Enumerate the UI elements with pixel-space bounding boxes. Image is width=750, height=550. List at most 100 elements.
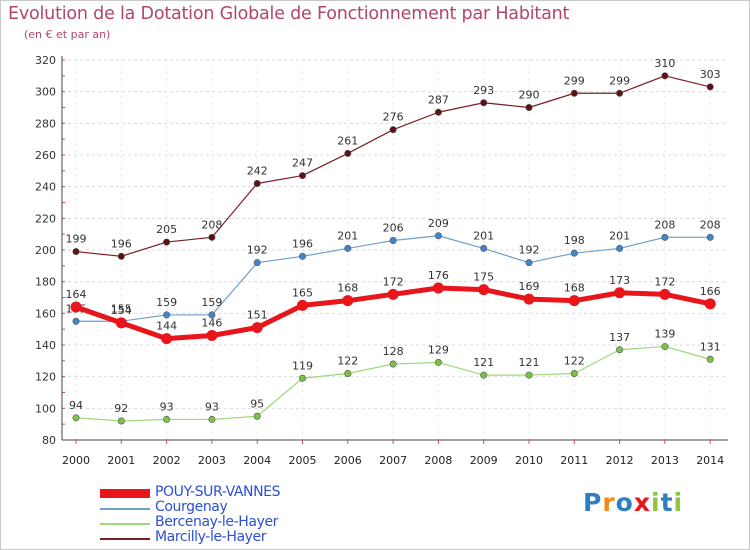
data-label: 159 <box>201 296 222 309</box>
data-label: 128 <box>383 345 404 358</box>
data-point <box>525 259 533 267</box>
data-point <box>208 415 216 423</box>
data-label: 208 <box>700 218 721 231</box>
data-point <box>704 298 716 310</box>
data-point <box>163 311 171 319</box>
data-label: 165 <box>292 286 313 299</box>
data-label: 164 <box>66 288 87 301</box>
data-label: 199 <box>66 233 87 246</box>
data-label: 93 <box>160 400 174 413</box>
legend-swatch <box>100 523 150 525</box>
data-label: 144 <box>156 320 177 333</box>
data-point <box>706 233 714 241</box>
data-point <box>251 322 263 334</box>
y-tick-label: 120 <box>35 371 56 384</box>
logo-letter: x <box>633 488 651 517</box>
data-label: 151 <box>247 309 268 322</box>
proxiti-logo: Proxiti <box>583 488 683 517</box>
data-label: 175 <box>473 271 494 284</box>
x-tick-label: 2008 <box>424 454 452 467</box>
data-point <box>298 374 306 382</box>
data-label: 206 <box>383 222 404 235</box>
data-label: 168 <box>337 282 358 295</box>
data-label: 129 <box>428 343 449 356</box>
legend-item-marcilly[interactable]: Marcilly-le-Hayer <box>100 529 360 546</box>
data-label: 131 <box>700 340 721 353</box>
y-tick-label: 160 <box>35 307 56 320</box>
y-tick-label: 180 <box>35 276 56 289</box>
x-tick-label: 2014 <box>696 454 724 467</box>
data-point <box>208 233 216 241</box>
data-point <box>432 282 444 294</box>
data-point <box>659 288 671 300</box>
x-tick-label: 2010 <box>515 454 543 467</box>
data-point <box>208 311 216 319</box>
chart-title: Evolution de la Dotation Globale de Fonc… <box>8 4 570 24</box>
legend-item-pouy[interactable]: POUY-SUR-VANNES <box>100 484 360 501</box>
data-point <box>434 108 442 116</box>
data-point <box>389 237 397 245</box>
x-tick-label: 2005 <box>289 454 317 467</box>
data-point <box>480 244 488 252</box>
data-point <box>344 369 352 377</box>
x-tick-label: 2000 <box>62 454 90 467</box>
data-point <box>614 287 626 299</box>
data-label: 119 <box>292 359 313 372</box>
x-tick-label: 2012 <box>606 454 634 467</box>
data-label: 93 <box>205 400 219 413</box>
data-label: 247 <box>292 157 313 170</box>
data-label: 299 <box>564 74 585 87</box>
y-tick-label: 300 <box>35 86 56 99</box>
y-tick-label: 140 <box>35 339 56 352</box>
data-point <box>616 89 624 97</box>
chart-subtitle: (en € et par an) <box>24 28 111 41</box>
legend-item-bercenay[interactable]: Bercenay-le-Hayer <box>100 514 360 531</box>
data-point <box>72 248 80 256</box>
data-label: 192 <box>519 244 540 257</box>
data-label: 192 <box>247 244 268 257</box>
data-label: 121 <box>473 356 494 369</box>
legend-item-courgenay[interactable]: Courgenay <box>100 499 360 516</box>
logo-letter: r <box>602 488 616 517</box>
logo-letter: i <box>651 488 661 517</box>
data-point <box>706 83 714 91</box>
data-point <box>387 288 399 300</box>
y-tick-label: 240 <box>35 181 56 194</box>
data-point <box>253 412 261 420</box>
logo-letter: i <box>673 488 684 517</box>
x-tick-label: 2004 <box>243 454 271 467</box>
y-tick-label: 320 <box>35 54 56 67</box>
data-point <box>253 180 261 188</box>
legend-label: Marcilly-le-Hayer <box>155 529 267 545</box>
y-tick-label: 80 <box>42 434 56 447</box>
x-tick-label: 2013 <box>651 454 679 467</box>
data-label: 137 <box>609 331 630 344</box>
legend-swatch <box>100 508 150 510</box>
data-label: 154 <box>111 304 132 317</box>
data-label: 205 <box>156 223 177 236</box>
data-label: 261 <box>337 134 358 147</box>
data-point <box>480 371 488 379</box>
data-point <box>163 238 171 246</box>
data-point <box>70 301 82 313</box>
data-point <box>342 295 354 307</box>
data-label: 299 <box>609 74 630 87</box>
data-point <box>206 330 218 341</box>
logo-letter: P <box>583 488 603 517</box>
data-point <box>616 244 624 252</box>
data-label: 201 <box>337 229 358 242</box>
data-point <box>389 126 397 134</box>
data-point <box>570 249 578 257</box>
data-label: 201 <box>473 229 494 242</box>
data-label: 242 <box>247 165 268 178</box>
data-label: 166 <box>700 285 721 298</box>
x-tick-label: 2001 <box>107 454 135 467</box>
y-tick-label: 220 <box>35 212 56 225</box>
data-point <box>117 252 125 260</box>
y-tick-label: 200 <box>35 244 56 257</box>
data-point <box>706 355 714 363</box>
x-tick-label: 2011 <box>560 454 588 467</box>
y-tick-label: 280 <box>35 117 56 130</box>
logo-letter: o <box>615 488 634 517</box>
data-label: 196 <box>111 237 132 250</box>
